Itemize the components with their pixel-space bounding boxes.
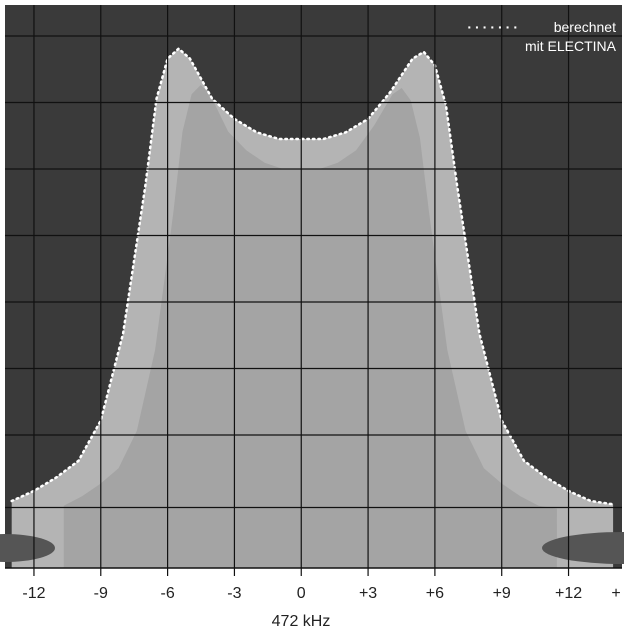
corner-lobe [542,532,624,564]
x-tick-label: +9 [493,585,511,602]
inner-fill [63,84,557,568]
corner-lobe [0,534,55,562]
legend-marker: ······· [467,19,521,35]
curve [10,46,615,506]
x-tick-label: +3 [359,585,377,602]
x-tick-label: -3 [227,585,241,602]
x-tick-label: + [611,585,620,602]
legend: ······· berechnet mit ELECTINA [467,18,616,56]
x-tick-label: +12 [555,585,582,602]
x-tick-label: -12 [22,585,45,602]
x-tick-label: -6 [160,585,174,602]
x-axis-label: 472 kHz [272,613,331,630]
x-tick-label: -9 [94,585,108,602]
x-tick-label: +6 [426,585,444,602]
legend-label: berechnet mit ELECTINA [524,19,616,54]
x-tick-label: 0 [297,585,306,602]
